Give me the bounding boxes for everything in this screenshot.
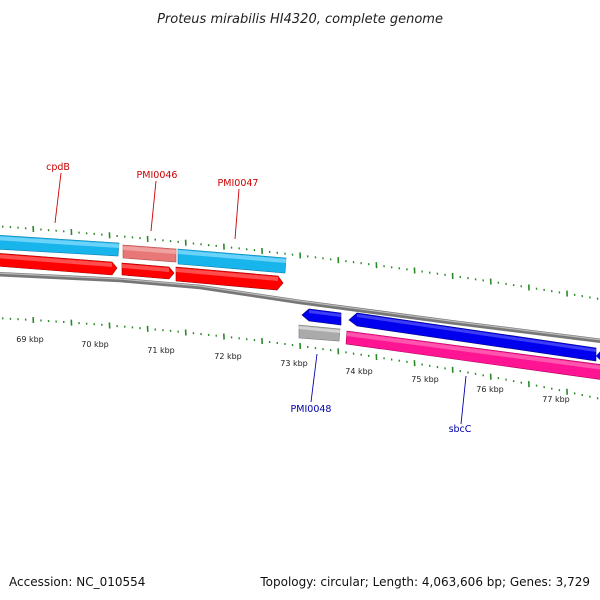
cds-highlight xyxy=(0,254,112,267)
gene-label-PMI0047: PMI0047 xyxy=(218,178,259,189)
scale-label: 70 kbp xyxy=(81,340,109,349)
scale-label: 77 kbp xyxy=(542,395,570,404)
genome-backbone-highlight xyxy=(0,272,600,341)
leader-sbcC xyxy=(460,375,467,425)
leader-PMI0046 xyxy=(150,180,157,232)
scale-labels: 69 kbp 70 kbp 71 kbp 72 kbp 73 kbp 74 kb… xyxy=(16,335,570,404)
gene-leader-lines xyxy=(54,172,467,425)
map-title: Proteus mirabilis HI4320, complete genom… xyxy=(157,12,443,27)
gene-label-cpdB: cpdB xyxy=(46,162,70,173)
cds-highlight xyxy=(178,250,286,263)
cds-sbcC-next xyxy=(596,351,600,360)
scale-label: 72 kbp xyxy=(214,352,242,361)
scale-label: 74 kbp xyxy=(345,367,373,376)
scale-label: 71 kbp xyxy=(147,346,175,355)
cds-highlight xyxy=(357,314,596,352)
reverse-cds-row xyxy=(298,308,600,380)
genome-summary-text: Topology: circular; Length: 4,063,606 bp… xyxy=(259,575,590,589)
cds-highlight xyxy=(309,310,341,317)
cds-highlight xyxy=(347,332,600,370)
forward-cds-row-inner xyxy=(0,253,284,291)
scale-label: 73 kbp xyxy=(280,359,308,368)
cds-highlight xyxy=(123,246,176,254)
genome-backbone xyxy=(0,271,600,344)
leader-cpdB xyxy=(54,172,62,224)
cds-sbcC xyxy=(348,312,597,362)
scale-label: 75 kbp xyxy=(411,375,439,384)
cds-highlight xyxy=(0,236,119,248)
gene-label-PMI0048: PMI0048 xyxy=(291,404,332,415)
accession-text: Accession: NC_010554 xyxy=(9,575,145,589)
leader-PMI0048 xyxy=(310,353,318,403)
cds-highlight xyxy=(176,268,278,281)
forward-cds-row-outer xyxy=(0,235,287,274)
scale-label: 69 kbp xyxy=(16,335,44,344)
cds-highlight xyxy=(122,264,169,272)
gene-label-PMI0046: PMI0046 xyxy=(137,170,178,181)
cds-highlight xyxy=(299,326,340,333)
outer-tick-ring xyxy=(1,225,599,300)
scale-label: 76 kbp xyxy=(476,385,504,394)
leader-PMI0047 xyxy=(234,188,240,240)
gene-labels: cpdB PMI0046 PMI0047 PMI0048 sbcC xyxy=(46,162,472,435)
gene-label-sbcC: sbcC xyxy=(449,424,472,435)
inner-tick-ring xyxy=(1,317,599,400)
